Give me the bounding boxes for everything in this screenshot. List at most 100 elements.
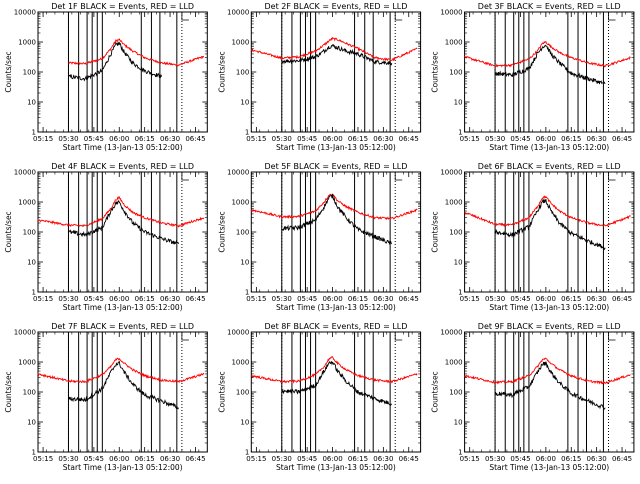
y-tick-label: 10 [454,419,463,427]
series-line-lld [250,36,418,62]
x-tick-label: 05:15 [460,295,480,303]
x-tick-label: 05:30 [485,295,505,303]
x-tick-label: 06:30 [160,295,180,303]
x-tick-label: 05:30 [272,455,292,463]
x-tick-label: 05:45 [84,455,104,463]
x-tick-label: 06:45 [185,135,205,143]
x-tick-label: 05:30 [58,135,78,143]
y-tick-label: 10 [240,259,249,267]
y-axis-label: Counts/sec [431,211,440,252]
chart-panel-8: Det 8F BLACK = Events, RED = LLD 1 10 100 10… [217,322,422,472]
chart-panel-2: Det 2F BLACK = Events, RED = LLD 1 10 100 10… [217,2,422,152]
series-line-events [281,43,393,66]
y-tick-label: 100 [449,229,462,237]
y-tick-label: 1 [32,129,36,137]
y-tick-label: 10000 [227,329,249,337]
marker-bracket [181,333,189,341]
y-axis-label: Counts/sec [4,371,13,412]
x-tick-label: 06:45 [399,455,419,463]
x-tick-label: 05:45 [510,455,530,463]
y-tick-label: 10000 [227,169,249,177]
y-tick-label: 10 [240,99,249,107]
x-tick-label: 05:45 [510,295,530,303]
x-axis-label: Start Time (13-Jan-13 05:12:00) [63,463,183,472]
y-tick-label: 1000 [231,39,249,47]
y-axis-label: Counts/sec [4,211,13,252]
x-tick-label: 06:15 [561,455,581,463]
y-tick-label: 10 [240,419,249,427]
x-tick-label: 05:15 [33,455,53,463]
y-tick-label: 1 [32,289,36,297]
x-tick-label: 05:30 [485,135,505,143]
x-tick-label: 05:30 [272,295,292,303]
x-tick-label: 05:30 [272,135,292,143]
y-tick-label: 1 [458,129,462,137]
chart-title: Det 8F BLACK = Events, RED = LLD [265,322,408,331]
y-tick-label: 10000 [440,329,462,337]
x-tick-label: 06:15 [348,135,368,143]
y-tick-label: 1 [32,449,36,457]
y-tick-label: 1000 [445,359,463,367]
series-line-lld [250,193,418,221]
x-tick-label: 05:15 [246,295,266,303]
y-tick-label: 1 [245,449,249,457]
series-line-events [494,361,606,410]
y-tick-label: 10000 [227,9,249,17]
y-tick-label: 10 [454,99,463,107]
x-tick-label: 06:00 [322,295,342,303]
x-axis-label: Start Time (13-Jan-13 05:12:00) [489,303,609,312]
series-line-lld [464,40,631,68]
series-line-lld [68,38,204,67]
chart-panel-7: Det 7F BLACK = Events, RED = LLD 1 10 100 10… [4,322,208,472]
x-tick-label: 06:30 [587,135,607,143]
chart-panel-5: Det 5F BLACK = Events, RED = LLD 1 10 100 10… [217,162,422,312]
x-tick-label: 06:15 [561,135,581,143]
y-tick-label: 10000 [14,329,36,337]
y-tick-label: 1 [458,289,462,297]
x-tick-label: 05:30 [58,455,78,463]
x-tick-label: 06:30 [587,295,607,303]
x-tick-label: 06:30 [160,135,180,143]
chart-title: Det 3F BLACK = Events, RED = LLD [478,2,621,11]
y-tick-label: 10000 [440,9,462,17]
chart-title: Det 7F BLACK = Events, RED = LLD [51,322,194,331]
x-tick-label: 06:15 [348,455,368,463]
x-tick-label: 06:45 [185,455,205,463]
y-tick-label: 1000 [445,39,463,47]
series-line-events [68,199,179,245]
x-tick-label: 06:00 [109,135,129,143]
chart-panel-3: Det 3F BLACK = Events, RED = LLD 1 10 100 10… [431,2,635,152]
y-axis-label: Counts/sec [4,51,13,92]
x-tick-label: 06:15 [561,295,581,303]
x-tick-label: 06:30 [587,455,607,463]
series-line-events [68,360,179,410]
y-tick-label: 1 [245,129,249,137]
x-tick-label: 05:30 [58,295,78,303]
x-tick-label: 06:00 [109,455,129,463]
x-tick-label: 05:15 [33,135,53,143]
x-tick-label: 06:15 [135,455,155,463]
x-axis-label: Start Time (13-Jan-13 05:12:00) [489,463,609,472]
x-tick-label: 06:30 [160,455,180,463]
marker-bracket [608,173,616,181]
x-tick-label: 05:45 [84,135,104,143]
series-line-lld [37,357,205,384]
y-tick-label: 100 [23,229,36,237]
x-tick-label: 06:00 [109,295,129,303]
y-axis-label: Counts/sec [431,51,440,92]
x-axis-label: Start Time (13-Jan-13 05:12:00) [276,303,396,312]
series-line-events [281,193,393,245]
x-tick-label: 06:15 [135,295,155,303]
chart-panel-6: Det 6F BLACK = Events, RED = LLD 1 10 100 10… [431,162,635,312]
x-tick-label: 06:45 [612,295,632,303]
y-tick-label: 10 [27,259,36,267]
chart-title: Det 6F BLACK = Events, RED = LLD [478,162,621,171]
y-tick-label: 1000 [231,199,249,207]
x-tick-label: 05:15 [460,135,480,143]
x-tick-label: 06:45 [612,135,632,143]
series-line-lld [464,195,631,228]
x-tick-label: 06:30 [373,455,393,463]
y-tick-label: 1000 [18,199,36,207]
x-tick-label: 06:45 [185,295,205,303]
